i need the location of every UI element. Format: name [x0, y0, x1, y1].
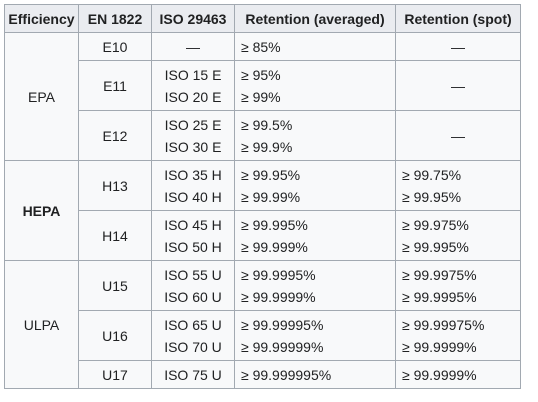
retention-averaged-cell: ≥ 99.999995% — [235, 361, 396, 389]
table-row: H14 ISO 45 H ISO 50 H ≥ 99.995% ≥ 99.999% ≥ 9… — [5, 211, 521, 261]
efficiency-class-cell: HEPA — [5, 161, 79, 261]
iso29463-value: ISO 20 E — [152, 86, 234, 108]
en1822-cell: E12 — [79, 111, 152, 161]
en1822-cell: H13 — [79, 161, 152, 211]
retention-averaged-cell: ≥ 95% ≥ 99% — [235, 61, 396, 111]
retention-spot-value: ≥ 99.995% — [402, 236, 520, 258]
retention-averaged-value: ≥ 99.99% — [241, 186, 395, 208]
iso29463-value: — — [152, 36, 234, 58]
retention-spot-value: ≥ 99.95% — [402, 186, 520, 208]
iso29463-value: ISO 55 U — [152, 264, 234, 286]
table-row: ULPA U15 ISO 55 U ISO 60 U ≥ 99.9995% ≥ 99.99… — [5, 261, 521, 311]
retention-averaged-value: ≥ 99.95% — [241, 164, 395, 186]
retention-spot-cell: — — [396, 33, 521, 61]
efficiency-class-cell: EPA — [5, 33, 79, 161]
table-row: E11 ISO 15 E ISO 20 E ≥ 95% ≥ 99% — — [5, 61, 521, 111]
retention-spot-value: — — [396, 75, 520, 97]
retention-spot-value: ≥ 99.975% — [402, 214, 520, 236]
retention-spot-value: ≥ 99.9999% — [402, 336, 520, 358]
en1822-cell: U15 — [79, 261, 152, 311]
retention-averaged-cell: ≥ 99.9995% ≥ 99.9999% — [235, 261, 396, 311]
retention-spot-cell: ≥ 99.9975% ≥ 99.9995% — [396, 261, 521, 311]
retention-averaged-value: ≥ 99.999% — [241, 236, 395, 258]
retention-spot-value: ≥ 99.9975% — [402, 264, 520, 286]
retention-averaged-value: ≥ 95% — [241, 64, 395, 86]
iso29463-value: ISO 60 U — [152, 286, 234, 308]
retention-spot-cell: — — [396, 61, 521, 111]
retention-averaged-value: ≥ 85% — [241, 36, 395, 58]
filter-efficiency-table: Efficiency EN 1822 ISO 29463 Retention (… — [4, 4, 521, 389]
retention-spot-value: — — [396, 36, 520, 58]
iso29463-value: ISO 25 E — [152, 114, 234, 136]
iso29463-value: ISO 45 H — [152, 214, 234, 236]
retention-spot-value: ≥ 99.99975% — [402, 314, 520, 336]
retention-averaged-cell: ≥ 99.95% ≥ 99.99% — [235, 161, 396, 211]
iso29463-value: ISO 50 H — [152, 236, 234, 258]
retention-spot-value: ≥ 99.9999% — [402, 364, 520, 386]
retention-averaged-cell: ≥ 85% — [235, 33, 396, 61]
retention-averaged-cell: ≥ 99.995% ≥ 99.999% — [235, 211, 396, 261]
retention-averaged-value: ≥ 99.9995% — [241, 264, 395, 286]
retention-averaged-value: ≥ 99.99999% — [241, 336, 395, 358]
retention-spot-cell: ≥ 99.99975% ≥ 99.9999% — [396, 311, 521, 361]
en1822-cell: H14 — [79, 211, 152, 261]
retention-averaged-value: ≥ 99.5% — [241, 114, 395, 136]
iso29463-value: ISO 65 U — [152, 314, 234, 336]
header-retention-spot: Retention (spot) — [396, 5, 521, 33]
iso29463-value: ISO 40 H — [152, 186, 234, 208]
retention-spot-cell: ≥ 99.975% ≥ 99.995% — [396, 211, 521, 261]
en1822-cell: E11 — [79, 61, 152, 111]
iso29463-cell: ISO 15 E ISO 20 E — [152, 61, 235, 111]
table-row: E12 ISO 25 E ISO 30 E ≥ 99.5% ≥ 99.9% — — [5, 111, 521, 161]
iso29463-value: ISO 70 U — [152, 336, 234, 358]
table-row: U17 ISO 75 U ≥ 99.999995% ≥ 99.9999% — [5, 361, 521, 389]
table-row: EPA E10— ≥ 85% — — [5, 33, 521, 61]
retention-averaged-value: ≥ 99.995% — [241, 214, 395, 236]
retention-averaged-cell: ≥ 99.5% ≥ 99.9% — [235, 111, 396, 161]
iso29463-value: ISO 35 H — [152, 164, 234, 186]
iso29463-cell: ISO 55 U ISO 60 U — [152, 261, 235, 311]
iso29463-cell: ISO 75 U — [152, 361, 235, 389]
retention-averaged-value: ≥ 99.99995% — [241, 314, 395, 336]
retention-spot-cell: — — [396, 111, 521, 161]
retention-averaged-value: ≥ 99% — [241, 86, 395, 108]
retention-spot-cell: ≥ 99.9999% — [396, 361, 521, 389]
en1822-cell: U17 — [79, 361, 152, 389]
en1822-cell: U16 — [79, 311, 152, 361]
retention-averaged-value: ≥ 99.999995% — [241, 364, 395, 386]
retention-averaged-value: ≥ 99.9% — [241, 136, 395, 158]
iso29463-cell: — — [152, 33, 235, 61]
iso29463-value: ISO 15 E — [152, 64, 234, 86]
header-retention-averaged: Retention (averaged) — [235, 5, 396, 33]
header-en1822: EN 1822 — [79, 5, 152, 33]
table-row: HEPA H13 ISO 35 H ISO 40 H ≥ 99.95% ≥ 99.99% ≥… — [5, 161, 521, 211]
retention-averaged-cell: ≥ 99.99995% ≥ 99.99999% — [235, 311, 396, 361]
retention-spot-value: ≥ 99.9995% — [402, 286, 520, 308]
iso29463-cell: ISO 45 H ISO 50 H — [152, 211, 235, 261]
retention-spot-cell: ≥ 99.75% ≥ 99.95% — [396, 161, 521, 211]
iso29463-value: ISO 30 E — [152, 136, 234, 158]
retention-spot-value: ≥ 99.75% — [402, 164, 520, 186]
table-row: U16 ISO 65 U ISO 70 U ≥ 99.99995% ≥ 99.99999… — [5, 311, 521, 361]
iso29463-cell: ISO 65 U ISO 70 U — [152, 311, 235, 361]
header-efficiency: Efficiency — [5, 5, 79, 33]
en1822-cell: E10 — [79, 33, 152, 61]
retention-spot-value: — — [396, 125, 520, 147]
iso29463-cell: ISO 35 H ISO 40 H — [152, 161, 235, 211]
iso29463-cell: ISO 25 E ISO 30 E — [152, 111, 235, 161]
header-row: Efficiency EN 1822 ISO 29463 Retention (… — [5, 5, 521, 33]
header-iso29463: ISO 29463 — [152, 5, 235, 33]
retention-averaged-value: ≥ 99.9999% — [241, 286, 395, 308]
iso29463-value: ISO 75 U — [152, 364, 234, 386]
efficiency-class-cell: ULPA — [5, 261, 79, 389]
